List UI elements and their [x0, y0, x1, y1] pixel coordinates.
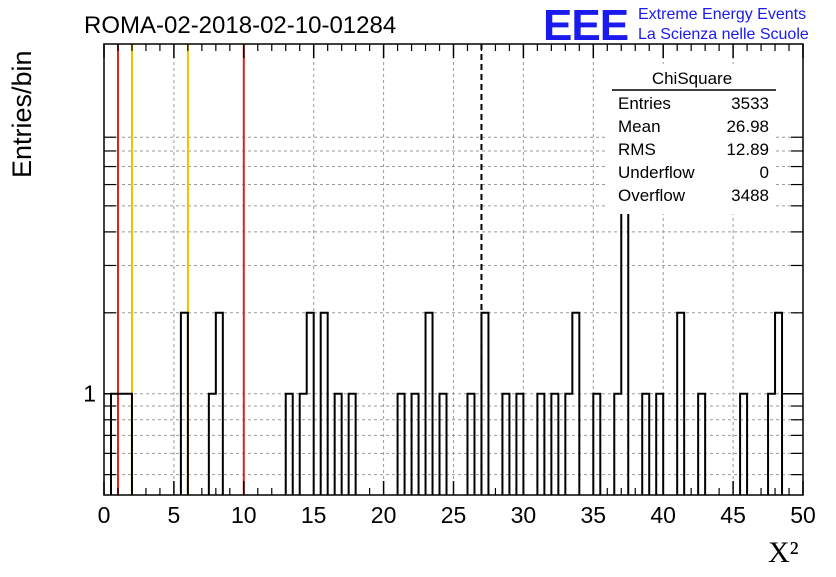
histogram-bin [481, 313, 488, 495]
histogram-bin [621, 206, 628, 495]
x-tick-label: 5 [168, 502, 181, 528]
stats-box: ChiSquare Entries 3533 Mean 26.98 RMS 12… [608, 64, 776, 214]
chart-title: ROMA-02-2018-02-10-01284 [84, 12, 396, 39]
histogram-bin [286, 394, 293, 495]
eee-logo: EEE Extreme Energy Events La Scienza nel… [543, 1, 809, 50]
histogram-bin [125, 394, 132, 495]
stats-value-entries: 3533 [731, 94, 769, 113]
stats-value-underflow: 0 [760, 163, 769, 182]
histogram-bin [740, 394, 747, 495]
histogram-bin [698, 394, 705, 495]
histogram-bars [109, 204, 784, 495]
histogram-bin [572, 313, 579, 495]
logo-line-2: La Scienza nelle Scuole [638, 26, 809, 43]
histogram-bin [335, 394, 342, 495]
histogram-bin [467, 394, 474, 495]
histogram-bin [614, 394, 621, 495]
x-tick-label: 25 [441, 502, 467, 528]
histogram-bin [516, 394, 523, 495]
y-tick-label: 1 [83, 381, 96, 407]
stats-value-overflow: 3488 [731, 186, 769, 205]
histogram-bin [216, 313, 223, 495]
x-tick-label: 40 [650, 502, 676, 528]
stats-label-entries: Entries [618, 94, 671, 113]
x-axis-title: X² [768, 536, 799, 569]
histogram-bin [300, 394, 307, 495]
histogram-bin [426, 313, 433, 495]
y-axis-title: Entries/bin [7, 50, 37, 178]
logo-mark: EEE [543, 1, 628, 50]
stats-label-rms: RMS [618, 140, 656, 159]
histogram-bin [111, 394, 118, 495]
stats-box-title: ChiSquare [652, 69, 732, 88]
x-tick-label: 0 [98, 502, 111, 528]
x-tick-label: 50 [790, 502, 816, 528]
histogram-bin [775, 313, 782, 495]
histogram-bin [440, 394, 447, 495]
stats-label-overflow: Overflow [618, 186, 686, 205]
logo-line-1: Extreme Energy Events [638, 6, 806, 23]
histogram-bin [349, 394, 356, 495]
histogram-bin [209, 394, 216, 495]
histogram-bin [398, 394, 405, 495]
histogram-bin [502, 394, 509, 495]
histogram-bin [677, 313, 684, 495]
stats-value-mean: 26.98 [726, 117, 769, 136]
x-tick-label: 15 [301, 502, 327, 528]
x-tick-label: 10 [231, 502, 257, 528]
stats-label-underflow: Underflow [618, 163, 695, 182]
x-tick-label: 45 [720, 502, 746, 528]
x-tick-label: 35 [581, 502, 607, 528]
histogram-bin [118, 394, 125, 495]
histogram-bin [642, 394, 649, 495]
stats-value-rms: 12.89 [726, 140, 769, 159]
stats-label-mean: Mean [618, 117, 661, 136]
x-tick-label: 20 [371, 502, 397, 528]
histogram-bin [307, 313, 314, 495]
histogram-bin [412, 394, 419, 495]
stats-box-background [608, 64, 776, 214]
histogram-bin [768, 394, 775, 495]
histogram-bin [537, 394, 544, 495]
histogram-bin [593, 394, 600, 495]
histogram-bin [181, 313, 188, 495]
histogram-bin [551, 394, 558, 495]
x-tick-label: 30 [511, 502, 537, 528]
histogram-bin [321, 313, 328, 495]
histogram-bin [656, 394, 663, 495]
plot-frame [103, 43, 804, 496]
histogram-bin [565, 394, 572, 495]
